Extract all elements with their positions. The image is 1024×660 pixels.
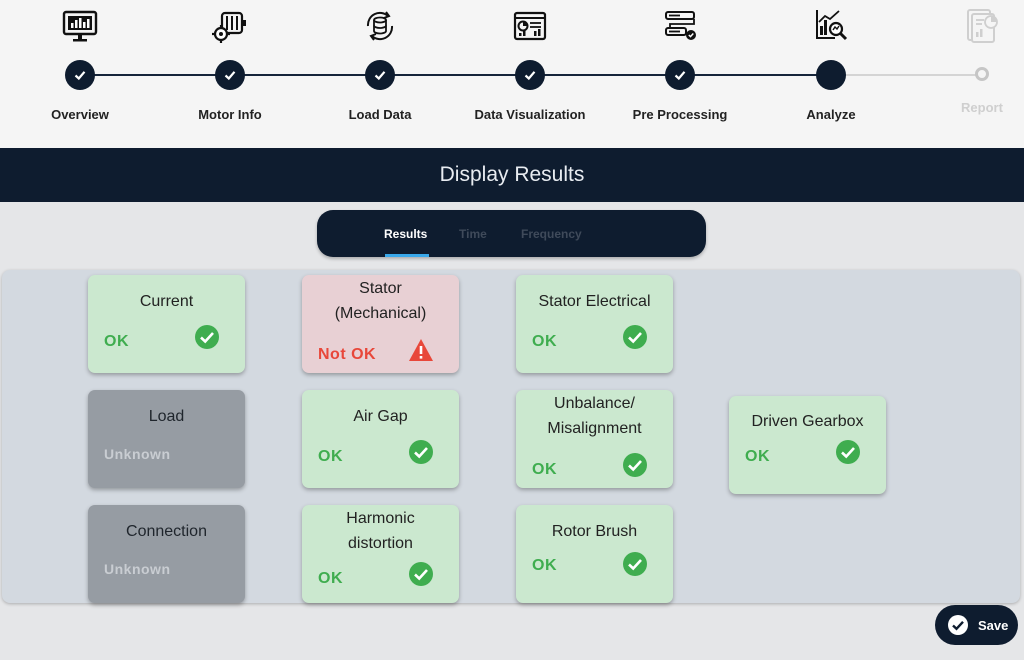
result-card-harmonic-distortion[interactable]: Harmonic distortion OK [302, 505, 459, 603]
card-title: Air Gap [353, 408, 408, 425]
card-title: Harmonic distortion [346, 510, 415, 552]
save-button[interactable]: Save [935, 605, 1018, 645]
check-circle-icon [947, 614, 969, 636]
card-title: Load [148, 408, 185, 425]
card-title: Rotor Brush [551, 523, 638, 540]
card-status: OK [532, 461, 557, 478]
stepper-line-complete [80, 74, 831, 76]
step-done-check-icon [215, 60, 245, 90]
tab-results[interactable]: Results [384, 227, 428, 241]
save-button-label: Save [978, 617, 1009, 633]
page-title: Display Results [0, 148, 1024, 202]
step-report[interactable]: Report [907, 0, 1024, 148]
monitor-chart-icon [62, 8, 98, 44]
report-document-icon [964, 8, 1000, 44]
card-status: OK [104, 333, 129, 350]
card-title: Stator (Mechanical) [334, 280, 427, 322]
card-status: OK [318, 448, 343, 465]
result-card-stator-mechanical[interactable]: Stator (Mechanical) Not OK [302, 275, 459, 373]
step-done-check-icon [665, 60, 695, 90]
result-card-current[interactable]: Current OK [88, 275, 245, 373]
step-done-check-icon [65, 60, 95, 90]
step-done-check-icon [515, 60, 545, 90]
chart-search-icon [813, 8, 849, 44]
step-label: Motor Info [198, 107, 262, 122]
ok-check-icon [408, 439, 434, 465]
ok-check-icon [622, 452, 648, 478]
step-label: Overview [51, 107, 109, 122]
database-sync-icon [362, 8, 398, 44]
step-data-visualization[interactable]: Data Visualization [455, 0, 605, 148]
card-title: Current [139, 293, 194, 310]
card-status: Unknown [104, 561, 171, 577]
tab-time[interactable]: Time [459, 227, 487, 241]
step-label: Load Data [348, 107, 412, 122]
card-status: OK [532, 557, 557, 574]
card-status: OK [532, 333, 557, 350]
card-status: Not OK [318, 346, 377, 363]
results-tab-bar: Results Time Frequency [317, 210, 706, 257]
ok-check-icon [408, 561, 434, 587]
card-status: OK [745, 448, 770, 465]
card-title: Unbalance/ Misalignment [547, 395, 642, 437]
result-card-unbalance-misalignment[interactable]: Unbalance/ Misalignment OK [516, 390, 673, 488]
card-status: OK [318, 570, 343, 587]
result-card-stator-electrical[interactable]: Stator Electrical OK [516, 275, 673, 373]
ok-check-icon [622, 324, 648, 350]
result-card-connection[interactable]: Connection Unknown [88, 505, 245, 603]
step-label: Analyze [806, 107, 856, 122]
step-label: Report [961, 100, 1003, 115]
result-card-load[interactable]: Load Unknown [88, 390, 245, 488]
step-label: Data Visualization [474, 107, 586, 122]
step-pending-indicator [975, 67, 989, 81]
active-tab-indicator [385, 254, 429, 257]
result-card-air-gap[interactable]: Air Gap OK [302, 390, 459, 488]
ok-check-icon [622, 551, 648, 577]
ok-check-icon [835, 439, 861, 465]
warning-icon [408, 337, 434, 363]
step-analyze[interactable]: Analyze [756, 0, 906, 148]
step-done-check-icon [365, 60, 395, 90]
step-motor-info[interactable]: Motor Info [155, 0, 305, 148]
step-current-indicator [816, 60, 846, 90]
results-panel: Current OK Stator (Mechanical) Not OK St… [2, 270, 1020, 603]
tab-frequency[interactable]: Frequency [521, 227, 582, 241]
card-status: Unknown [104, 446, 171, 462]
motor-gear-icon [212, 8, 248, 44]
card-title: Connection [126, 523, 207, 540]
flow-process-icon [662, 8, 698, 44]
step-pre-processing[interactable]: Pre Processing [605, 0, 755, 148]
result-card-driven-gearbox[interactable]: Driven Gearbox OK [729, 396, 886, 494]
ok-check-icon [194, 324, 220, 350]
result-card-rotor-brush[interactable]: Rotor Brush OK [516, 505, 673, 603]
stepper-line-pending [831, 74, 982, 76]
step-label: Pre Processing [632, 107, 728, 122]
card-title: Driven Gearbox [751, 413, 864, 430]
step-overview[interactable]: Overview [5, 0, 155, 148]
progress-stepper: Overview Motor Info Load Data Data Visua… [0, 0, 1024, 148]
card-title: Stator Electrical [538, 293, 651, 310]
step-load-data[interactable]: Load Data [305, 0, 455, 148]
dashboard-chart-icon [512, 8, 548, 44]
